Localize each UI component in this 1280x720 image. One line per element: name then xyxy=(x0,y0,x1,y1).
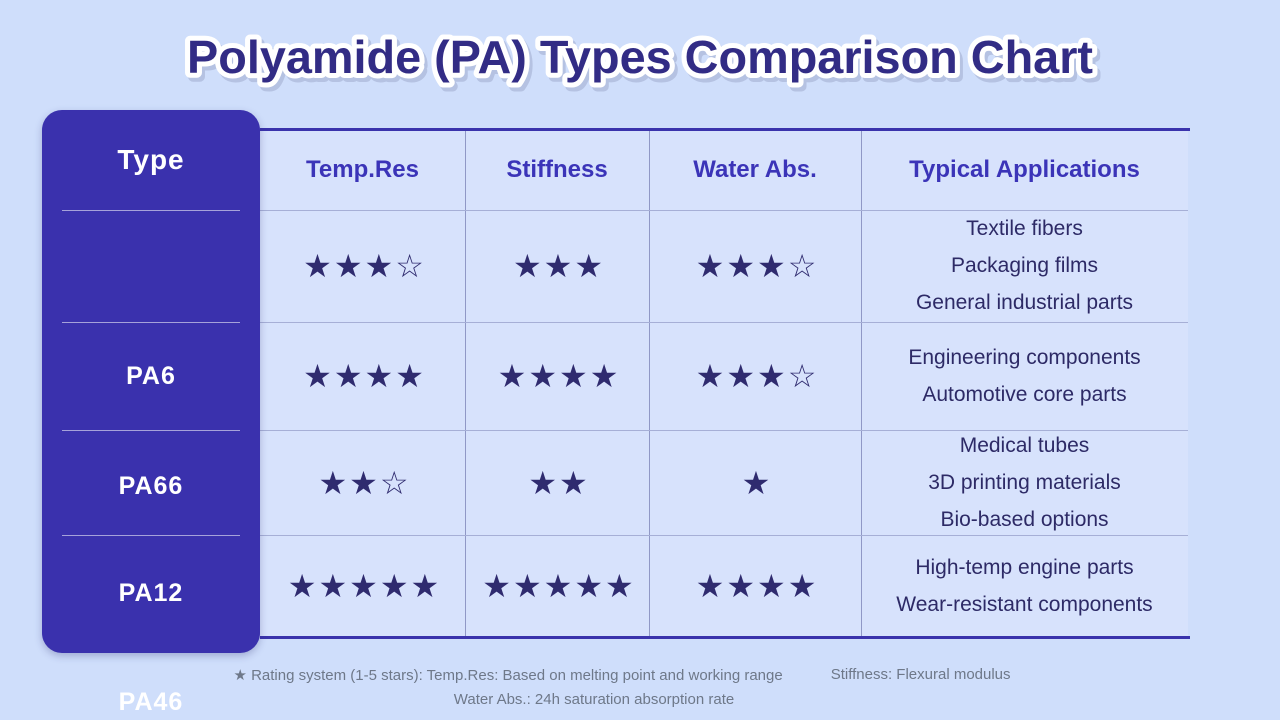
applications-pa66: Engineering components Automotive core pa… xyxy=(861,322,1188,430)
row-divider xyxy=(260,535,1188,536)
row-divider xyxy=(260,210,1188,211)
panel-divider xyxy=(62,322,240,323)
application-line: Wear-resistant components xyxy=(896,592,1153,616)
table-top-rule xyxy=(260,128,1190,131)
application-line: Bio-based options xyxy=(940,507,1109,531)
footer-rating-system: ★ Rating system (1-5 stars): Temp.Res: B… xyxy=(233,667,783,684)
application-line: 3D printing materials xyxy=(928,470,1121,494)
application-line: Textile fibers xyxy=(966,217,1083,240)
rating-pa46-temp-res: ★★★★★ xyxy=(287,567,442,605)
application-line: High-temp engine parts xyxy=(915,555,1134,579)
rating-pa12-water-abs: ★ xyxy=(741,463,773,502)
application-line: Engineering components xyxy=(908,345,1141,369)
panel-divider xyxy=(62,430,240,431)
applications-pa46: High-temp engine parts Wear-resistant com… xyxy=(861,535,1188,637)
column-divider xyxy=(861,131,862,636)
column-divider xyxy=(649,131,650,636)
type-cell-pa66: PA66 xyxy=(118,472,184,500)
panel-divider xyxy=(62,535,240,536)
column-divider xyxy=(465,131,466,636)
type-cell-pa6: PA6 xyxy=(126,362,176,390)
rating-pa66-stiffness: ★★★★ xyxy=(497,357,621,395)
rating-pa6-temp-res: ★★★☆ xyxy=(303,247,426,285)
row-divider xyxy=(260,322,1188,323)
footer-note-line2: Water Abs.: 24h saturation absorption ra… xyxy=(453,691,735,708)
column-header-applications: Typical Applications xyxy=(909,156,1140,183)
page-title: Polyamide (PA) Types Comparison Chart Po… xyxy=(182,26,1101,92)
row-divider xyxy=(260,430,1188,431)
type-cell-pa46: PA46 xyxy=(118,688,184,716)
applications-pa12: Medical tubes 3D printing materials Bio-ba… xyxy=(861,430,1188,535)
application-line: General industrial parts xyxy=(915,291,1134,314)
rating-pa6-water-abs: ★★★☆ xyxy=(695,247,819,285)
page-title-text: Polyamide (PA) Types Comparison Chart xyxy=(187,31,1093,83)
footer-stiffness-note: Stiffness: Flexural modulus xyxy=(830,666,1011,683)
type-header: Type xyxy=(117,144,185,175)
rating-pa66-water-abs: ★★★☆ xyxy=(695,357,819,395)
rating-pa46-stiffness: ★★★★★ xyxy=(482,567,636,605)
rating-pa46-water-abs: ★★★★ xyxy=(695,567,819,605)
table-background xyxy=(260,130,1188,637)
application-line: Medical tubes xyxy=(959,433,1090,457)
type-column-panel: Type PA6 PA66 PA12 PA46 xyxy=(42,110,260,716)
panel-divider xyxy=(62,210,240,211)
page-title-shadow: Polyamide (PA) Types Comparison Chart xyxy=(190,35,1096,87)
application-line: Automotive core parts xyxy=(922,382,1127,406)
footer-note-line1: ★ Rating system (1-5 stars): Temp.Res: B… xyxy=(0,666,1244,684)
application-line: Packaging films xyxy=(950,254,1099,277)
type-cell-pa12: PA12 xyxy=(118,579,184,607)
rating-pa6-stiffness: ★★★ xyxy=(512,247,606,285)
rating-pa66-temp-res: ★★★★ xyxy=(303,357,426,395)
applications-pa6: Textile fibers Packaging films General ind… xyxy=(861,210,1188,322)
column-header-stiffness: Stiffness xyxy=(506,156,608,183)
column-header-temp-res: Temp.Res xyxy=(306,156,419,183)
rating-pa12-stiffness: ★★ xyxy=(528,463,590,502)
column-header-water-abs: Water Abs. xyxy=(693,156,817,183)
rating-pa12-temp-res: ★★☆ xyxy=(318,463,411,502)
table-bottom-rule xyxy=(260,636,1190,639)
